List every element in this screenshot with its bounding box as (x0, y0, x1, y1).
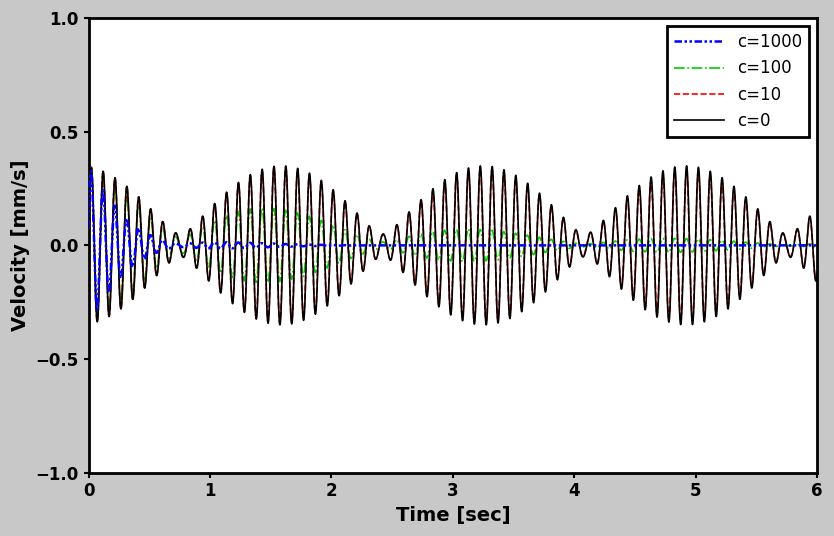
c=1000 (527, 242, 537, 249)
c=100 (92, 316, 102, 323)
c=1000 (272, 242, 282, 249)
c=10 (272, 255, 282, 261)
c=1000 (83, 225, 93, 231)
c=100 (467, 249, 477, 256)
c=10 (275, 320, 285, 326)
Legend: c=1000, c=100, c=10, c=0: c=1000, c=100, c=10, c=0 (667, 26, 809, 137)
c=0 (457, 309, 467, 316)
c=100 (122, 192, 132, 199)
c=100 (192, 256, 202, 263)
c=100 (272, 250, 282, 257)
c=100 (527, 248, 537, 255)
Line: c=1000: c=1000 (88, 171, 817, 310)
c=1000 (192, 244, 202, 251)
c=1000 (467, 242, 477, 249)
c=0 (122, 183, 132, 190)
c=0 (83, 232, 93, 239)
c=0 (275, 322, 285, 328)
c=10 (527, 275, 537, 281)
Y-axis label: Velocity [mm/s]: Velocity [mm/s] (11, 160, 30, 331)
c=0 (467, 267, 477, 274)
Line: c=100: c=100 (88, 168, 817, 319)
c=0 (526, 272, 536, 279)
Line: c=10: c=10 (88, 167, 817, 323)
c=100 (812, 243, 822, 250)
c=1000 (86, 168, 96, 174)
c=100 (83, 226, 93, 232)
c=0 (681, 162, 691, 169)
c=10 (457, 309, 467, 316)
c=10 (467, 272, 477, 279)
c=10 (192, 264, 202, 271)
c=1000 (92, 307, 102, 313)
c=1000 (812, 242, 822, 249)
c=10 (812, 266, 822, 273)
c=0 (812, 270, 822, 276)
c=100 (457, 257, 467, 264)
c=100 (86, 165, 96, 172)
c=10 (86, 164, 96, 170)
Line: c=0: c=0 (88, 166, 817, 325)
c=0 (192, 265, 202, 271)
c=10 (83, 228, 93, 235)
c=0 (272, 248, 282, 255)
c=10 (122, 184, 132, 190)
c=1000 (457, 242, 467, 249)
X-axis label: Time [sec]: Time [sec] (395, 506, 510, 525)
c=1000 (122, 216, 132, 222)
